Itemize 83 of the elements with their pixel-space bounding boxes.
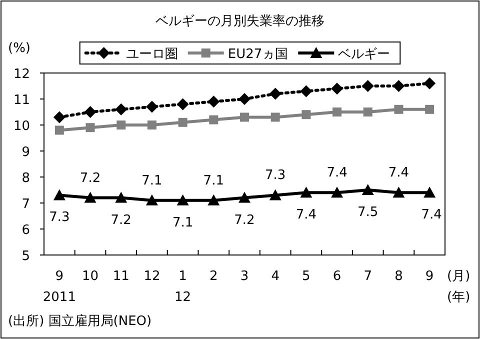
data-label: 7.1: [203, 173, 224, 188]
y-tick-label: 10: [13, 119, 30, 134]
data-label: 7.1: [172, 215, 194, 230]
point: [331, 82, 344, 95]
text: (年): [447, 290, 470, 305]
point: [238, 93, 250, 105]
point: [147, 120, 156, 130]
y-tick-label: 11: [13, 93, 30, 108]
y-tick-label: 6: [22, 223, 30, 238]
data-label: 7.2: [110, 212, 132, 228]
point: [208, 96, 220, 108]
point: [424, 186, 436, 198]
point: [362, 184, 374, 195]
point: [209, 115, 218, 124]
data-label: 7.2: [80, 170, 101, 186]
data-label: 7.2: [234, 212, 255, 228]
point: [331, 186, 344, 198]
point: [208, 194, 220, 206]
x-axis-title: (月): [447, 269, 470, 284]
point: [53, 189, 66, 200]
y-tick-label: 8: [22, 171, 30, 186]
point: [269, 88, 282, 100]
point: [332, 108, 342, 116]
point: [146, 194, 158, 206]
point: [269, 189, 282, 200]
y-tick-label: 5: [22, 249, 30, 264]
point: [115, 192, 128, 203]
x-tick-label: 7: [364, 269, 372, 284]
point: [53, 111, 66, 124]
legend-label: EU27ヵ国: [228, 47, 288, 62]
point: [300, 186, 312, 198]
text: 12: [174, 290, 192, 305]
text: 2011: [42, 290, 76, 305]
point: [86, 123, 95, 132]
point: [54, 126, 64, 135]
x-tick-label: 4: [271, 269, 280, 284]
point: [362, 80, 374, 92]
point: [178, 118, 188, 127]
data-label: 7.3: [265, 168, 286, 184]
data-label: 7.1: [142, 173, 162, 188]
point: [392, 80, 405, 92]
point: [176, 194, 189, 206]
point: [84, 192, 96, 203]
data-label: 7.4: [421, 208, 442, 223]
x-tick-label: 10: [82, 269, 99, 284]
x-tick-label: 3: [240, 269, 249, 284]
x-tick-label: 2: [210, 269, 218, 284]
point: [302, 110, 311, 120]
y-tick-label: 7: [22, 197, 30, 212]
point: [424, 77, 436, 90]
data-label: 7.3: [49, 210, 70, 226]
point: [394, 104, 404, 114]
point: [176, 98, 189, 110]
text: (出所) 国立雇用局(NEO): [8, 313, 152, 329]
data-label: 7.5: [358, 205, 378, 220]
y-tick-label: 9: [22, 145, 30, 160]
point: [146, 100, 158, 113]
point: [84, 106, 96, 118]
x-tick-label: 1: [178, 269, 187, 284]
x-tick-label: 11: [112, 269, 130, 284]
legend-label: ベルギー: [338, 47, 390, 62]
point: [425, 104, 434, 114]
point: [363, 108, 372, 116]
x-tick-label: 12: [144, 269, 160, 284]
point: [115, 103, 128, 116]
point: [392, 186, 405, 198]
point: [270, 112, 280, 122]
point: [116, 120, 126, 130]
chart-title: ベルギーの月別失業率の推移: [156, 13, 324, 29]
x-tick-label: 6: [332, 269, 342, 284]
point: [238, 192, 250, 203]
point: [300, 85, 312, 98]
x-tick-label: 8: [394, 269, 403, 284]
y-axis-title: (%): [8, 41, 30, 56]
data-label: 7.4: [326, 166, 348, 181]
x-tick-label: 5: [302, 269, 310, 284]
legend-label: ユーロ圏: [126, 47, 178, 62]
data-label: 7.4: [388, 166, 410, 181]
data-label: 7.4: [296, 208, 317, 223]
x-tick-label: 9: [55, 269, 64, 284]
point: [240, 112, 249, 122]
x-tick-label: 9: [425, 269, 434, 284]
y-tick-label: 12: [13, 67, 30, 82]
